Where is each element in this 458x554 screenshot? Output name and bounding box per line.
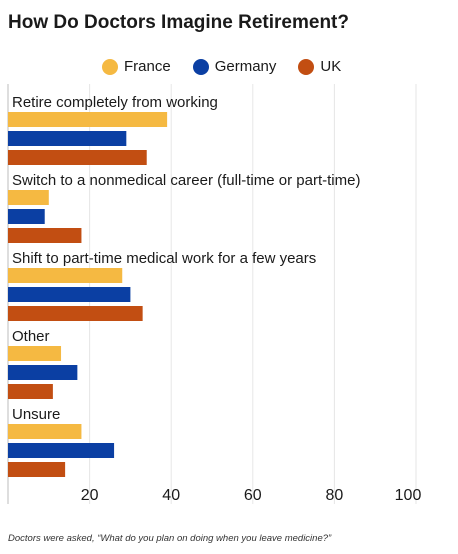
bar-uk-1	[8, 228, 82, 243]
chart-legend: France Germany UK	[102, 58, 363, 75]
category-label: Retire completely from working	[12, 94, 218, 111]
bar-germany-0	[8, 131, 127, 146]
legend-item-uk: UK	[298, 58, 341, 75]
legend-label-uk: UK	[320, 58, 342, 75]
bar-germany-3	[8, 365, 78, 380]
x-tick-label: 80	[326, 487, 344, 504]
bar-germany-4	[8, 443, 115, 458]
x-tick-label: 20	[81, 487, 99, 504]
bar-chart: Retire completely from working Switch to …	[7, 84, 422, 504]
legend-swatch-germany	[192, 58, 209, 75]
category-label: Other	[12, 328, 50, 345]
legend-label-france: France	[124, 58, 171, 75]
category-label: Switch to a nonmedical career (full-time…	[12, 172, 360, 189]
x-tick-label: 40	[162, 487, 180, 504]
bar-france-1	[8, 190, 49, 205]
bar-uk-3	[8, 384, 53, 399]
bar-france-4	[8, 424, 82, 439]
chart-footnote: Doctors were asked, “What do you plan on…	[8, 533, 332, 544]
bar-france-3	[8, 346, 62, 361]
x-tick-label: 100	[395, 487, 422, 504]
bar-france-2	[8, 268, 123, 283]
legend-item-france: France	[102, 58, 171, 75]
bar-uk-4	[8, 462, 66, 477]
legend-item-germany: Germany	[192, 58, 277, 75]
bar-germany-1	[8, 209, 45, 224]
chart-title: How Do Doctors Imagine Retirement?	[8, 12, 349, 33]
x-tick-label: 60	[244, 487, 262, 504]
bar-uk-0	[8, 150, 147, 165]
category-label: Unsure	[12, 406, 60, 423]
bar-germany-2	[8, 287, 131, 302]
legend-label-germany: Germany	[214, 58, 277, 75]
category-label: Shift to part-time medical work for a fe…	[12, 250, 316, 267]
legend-swatch-uk	[298, 58, 315, 75]
legend-swatch-france	[102, 58, 118, 75]
bar-france-0	[8, 112, 168, 127]
bar-uk-2	[8, 306, 143, 321]
